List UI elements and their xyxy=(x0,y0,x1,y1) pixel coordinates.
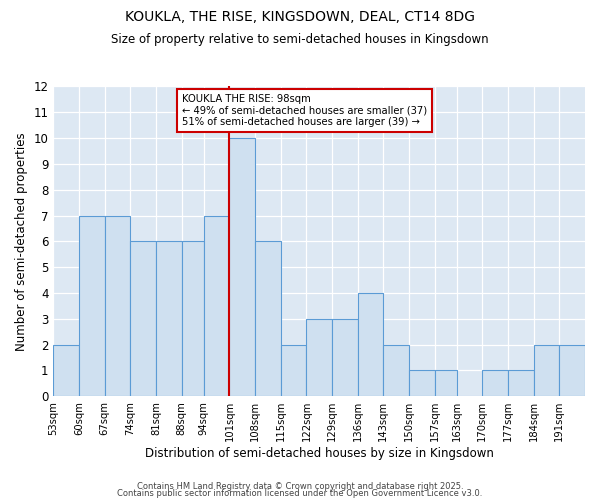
Bar xyxy=(281,344,307,396)
Text: Size of property relative to semi-detached houses in Kingsdown: Size of property relative to semi-detach… xyxy=(111,32,489,46)
Bar xyxy=(204,216,229,396)
Y-axis label: Number of semi-detached properties: Number of semi-detached properties xyxy=(15,132,28,350)
Bar xyxy=(53,344,79,396)
Bar xyxy=(434,370,457,396)
Bar xyxy=(409,370,434,396)
Text: Contains public sector information licensed under the Open Government Licence v3: Contains public sector information licen… xyxy=(118,490,482,498)
Bar xyxy=(307,319,332,396)
Bar xyxy=(105,216,130,396)
X-axis label: Distribution of semi-detached houses by size in Kingsdown: Distribution of semi-detached houses by … xyxy=(145,447,494,460)
Bar xyxy=(508,370,533,396)
Bar xyxy=(559,344,585,396)
Bar xyxy=(533,344,559,396)
Bar xyxy=(383,344,409,396)
Bar xyxy=(79,216,105,396)
Bar xyxy=(255,242,281,396)
Bar xyxy=(156,242,182,396)
Bar xyxy=(130,242,156,396)
Text: Contains HM Land Registry data © Crown copyright and database right 2025.: Contains HM Land Registry data © Crown c… xyxy=(137,482,463,491)
Bar xyxy=(229,138,255,396)
Bar xyxy=(482,370,508,396)
Bar xyxy=(332,319,358,396)
Text: KOUKLA THE RISE: 98sqm
← 49% of semi-detached houses are smaller (37)
51% of sem: KOUKLA THE RISE: 98sqm ← 49% of semi-det… xyxy=(182,94,427,128)
Bar xyxy=(358,293,383,396)
Bar xyxy=(182,242,204,396)
Text: KOUKLA, THE RISE, KINGSDOWN, DEAL, CT14 8DG: KOUKLA, THE RISE, KINGSDOWN, DEAL, CT14 … xyxy=(125,10,475,24)
